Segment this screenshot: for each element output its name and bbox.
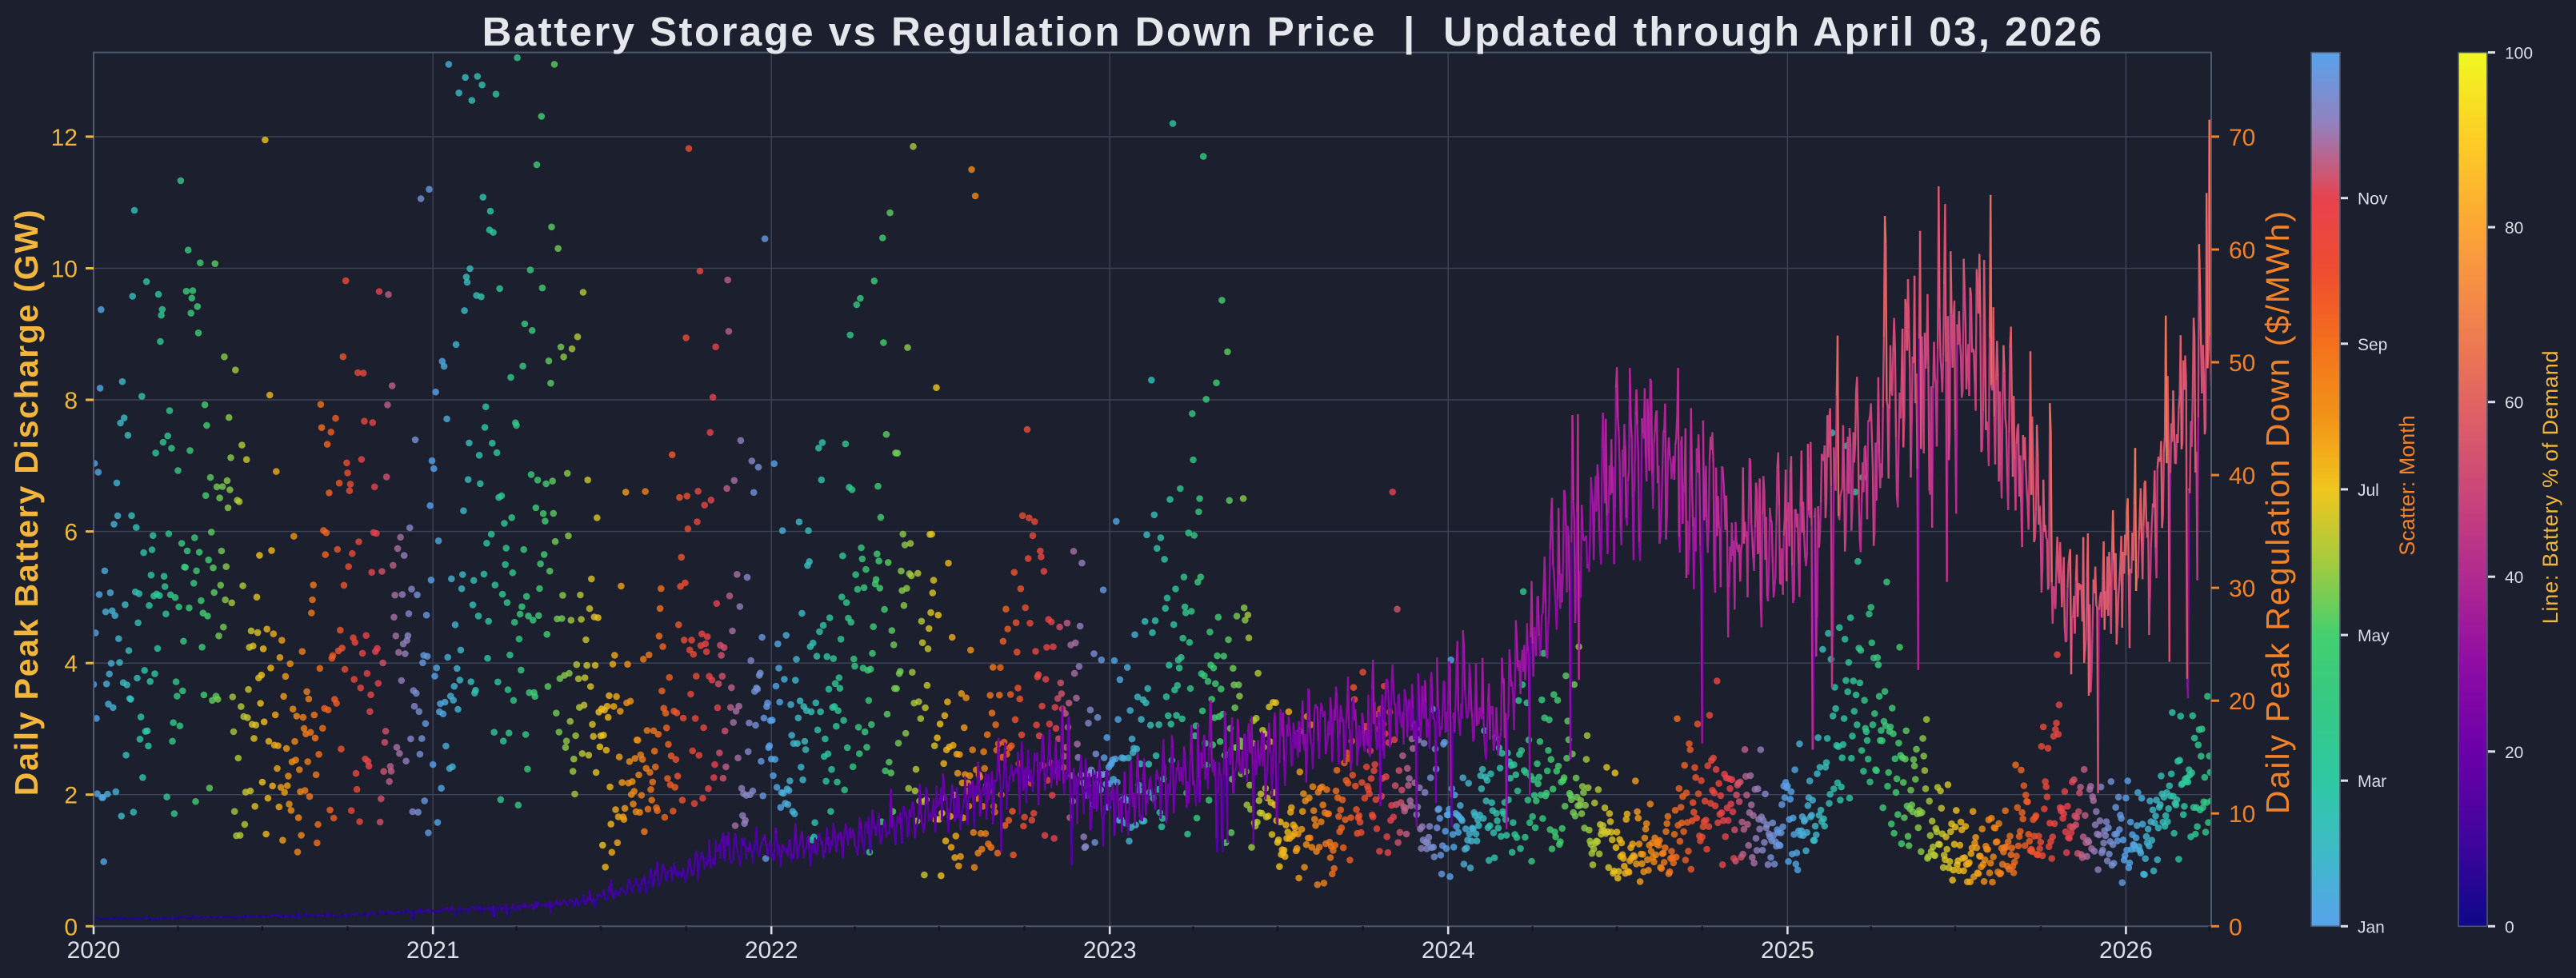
svg-text:Scatter: Month: Scatter: Month	[2395, 415, 2419, 556]
svg-text:0: 0	[2229, 914, 2242, 940]
svg-text:20: 20	[2229, 689, 2255, 715]
svg-text:6: 6	[64, 520, 78, 546]
svg-text:Jan: Jan	[2358, 918, 2385, 936]
svg-text:2024: 2024	[1422, 937, 1475, 964]
svg-text:Mar: Mar	[2358, 772, 2386, 791]
svg-text:30: 30	[2229, 576, 2255, 602]
svg-text:Daily Peak Regulation Down ($/: Daily Peak Regulation Down ($/MWh)	[2259, 210, 2296, 814]
svg-text:Line: Battery % of Demand: Line: Battery % of Demand	[2538, 350, 2562, 625]
svg-text:May: May	[2358, 627, 2390, 645]
svg-text:2: 2	[64, 783, 78, 809]
svg-text:60: 60	[2505, 394, 2523, 413]
svg-text:2025: 2025	[1761, 937, 1814, 964]
svg-text:Daily Peak Battery Discharge (: Daily Peak Battery Discharge (GW)	[8, 209, 45, 796]
svg-text:4: 4	[64, 651, 78, 677]
svg-text:60: 60	[2229, 238, 2255, 264]
svg-text:8: 8	[64, 388, 78, 414]
svg-text:2022: 2022	[745, 937, 798, 964]
svg-text:2020: 2020	[67, 937, 121, 964]
svg-text:Nov: Nov	[2358, 190, 2388, 209]
svg-text:70: 70	[2229, 125, 2255, 151]
svg-text:2026: 2026	[2099, 937, 2153, 964]
svg-text:12: 12	[51, 125, 78, 151]
svg-text:0: 0	[64, 914, 78, 940]
svg-text:10: 10	[2229, 801, 2255, 828]
svg-text:40: 40	[2505, 569, 2523, 587]
svg-text:0: 0	[2505, 918, 2514, 936]
svg-text:80: 80	[2505, 219, 2523, 238]
svg-text:100: 100	[2505, 45, 2533, 63]
svg-text:2021: 2021	[406, 937, 460, 964]
svg-text:Battery Storage vs Regulation: Battery Storage vs Regulation Down Price…	[482, 9, 2104, 55]
svg-text:50: 50	[2229, 350, 2255, 377]
svg-text:10: 10	[51, 257, 78, 283]
svg-text:20: 20	[2505, 744, 2523, 762]
svg-text:40: 40	[2229, 463, 2255, 489]
svg-text:2023: 2023	[1083, 937, 1137, 964]
svg-text:Sep: Sep	[2358, 336, 2387, 354]
svg-text:Jul: Jul	[2358, 481, 2379, 500]
